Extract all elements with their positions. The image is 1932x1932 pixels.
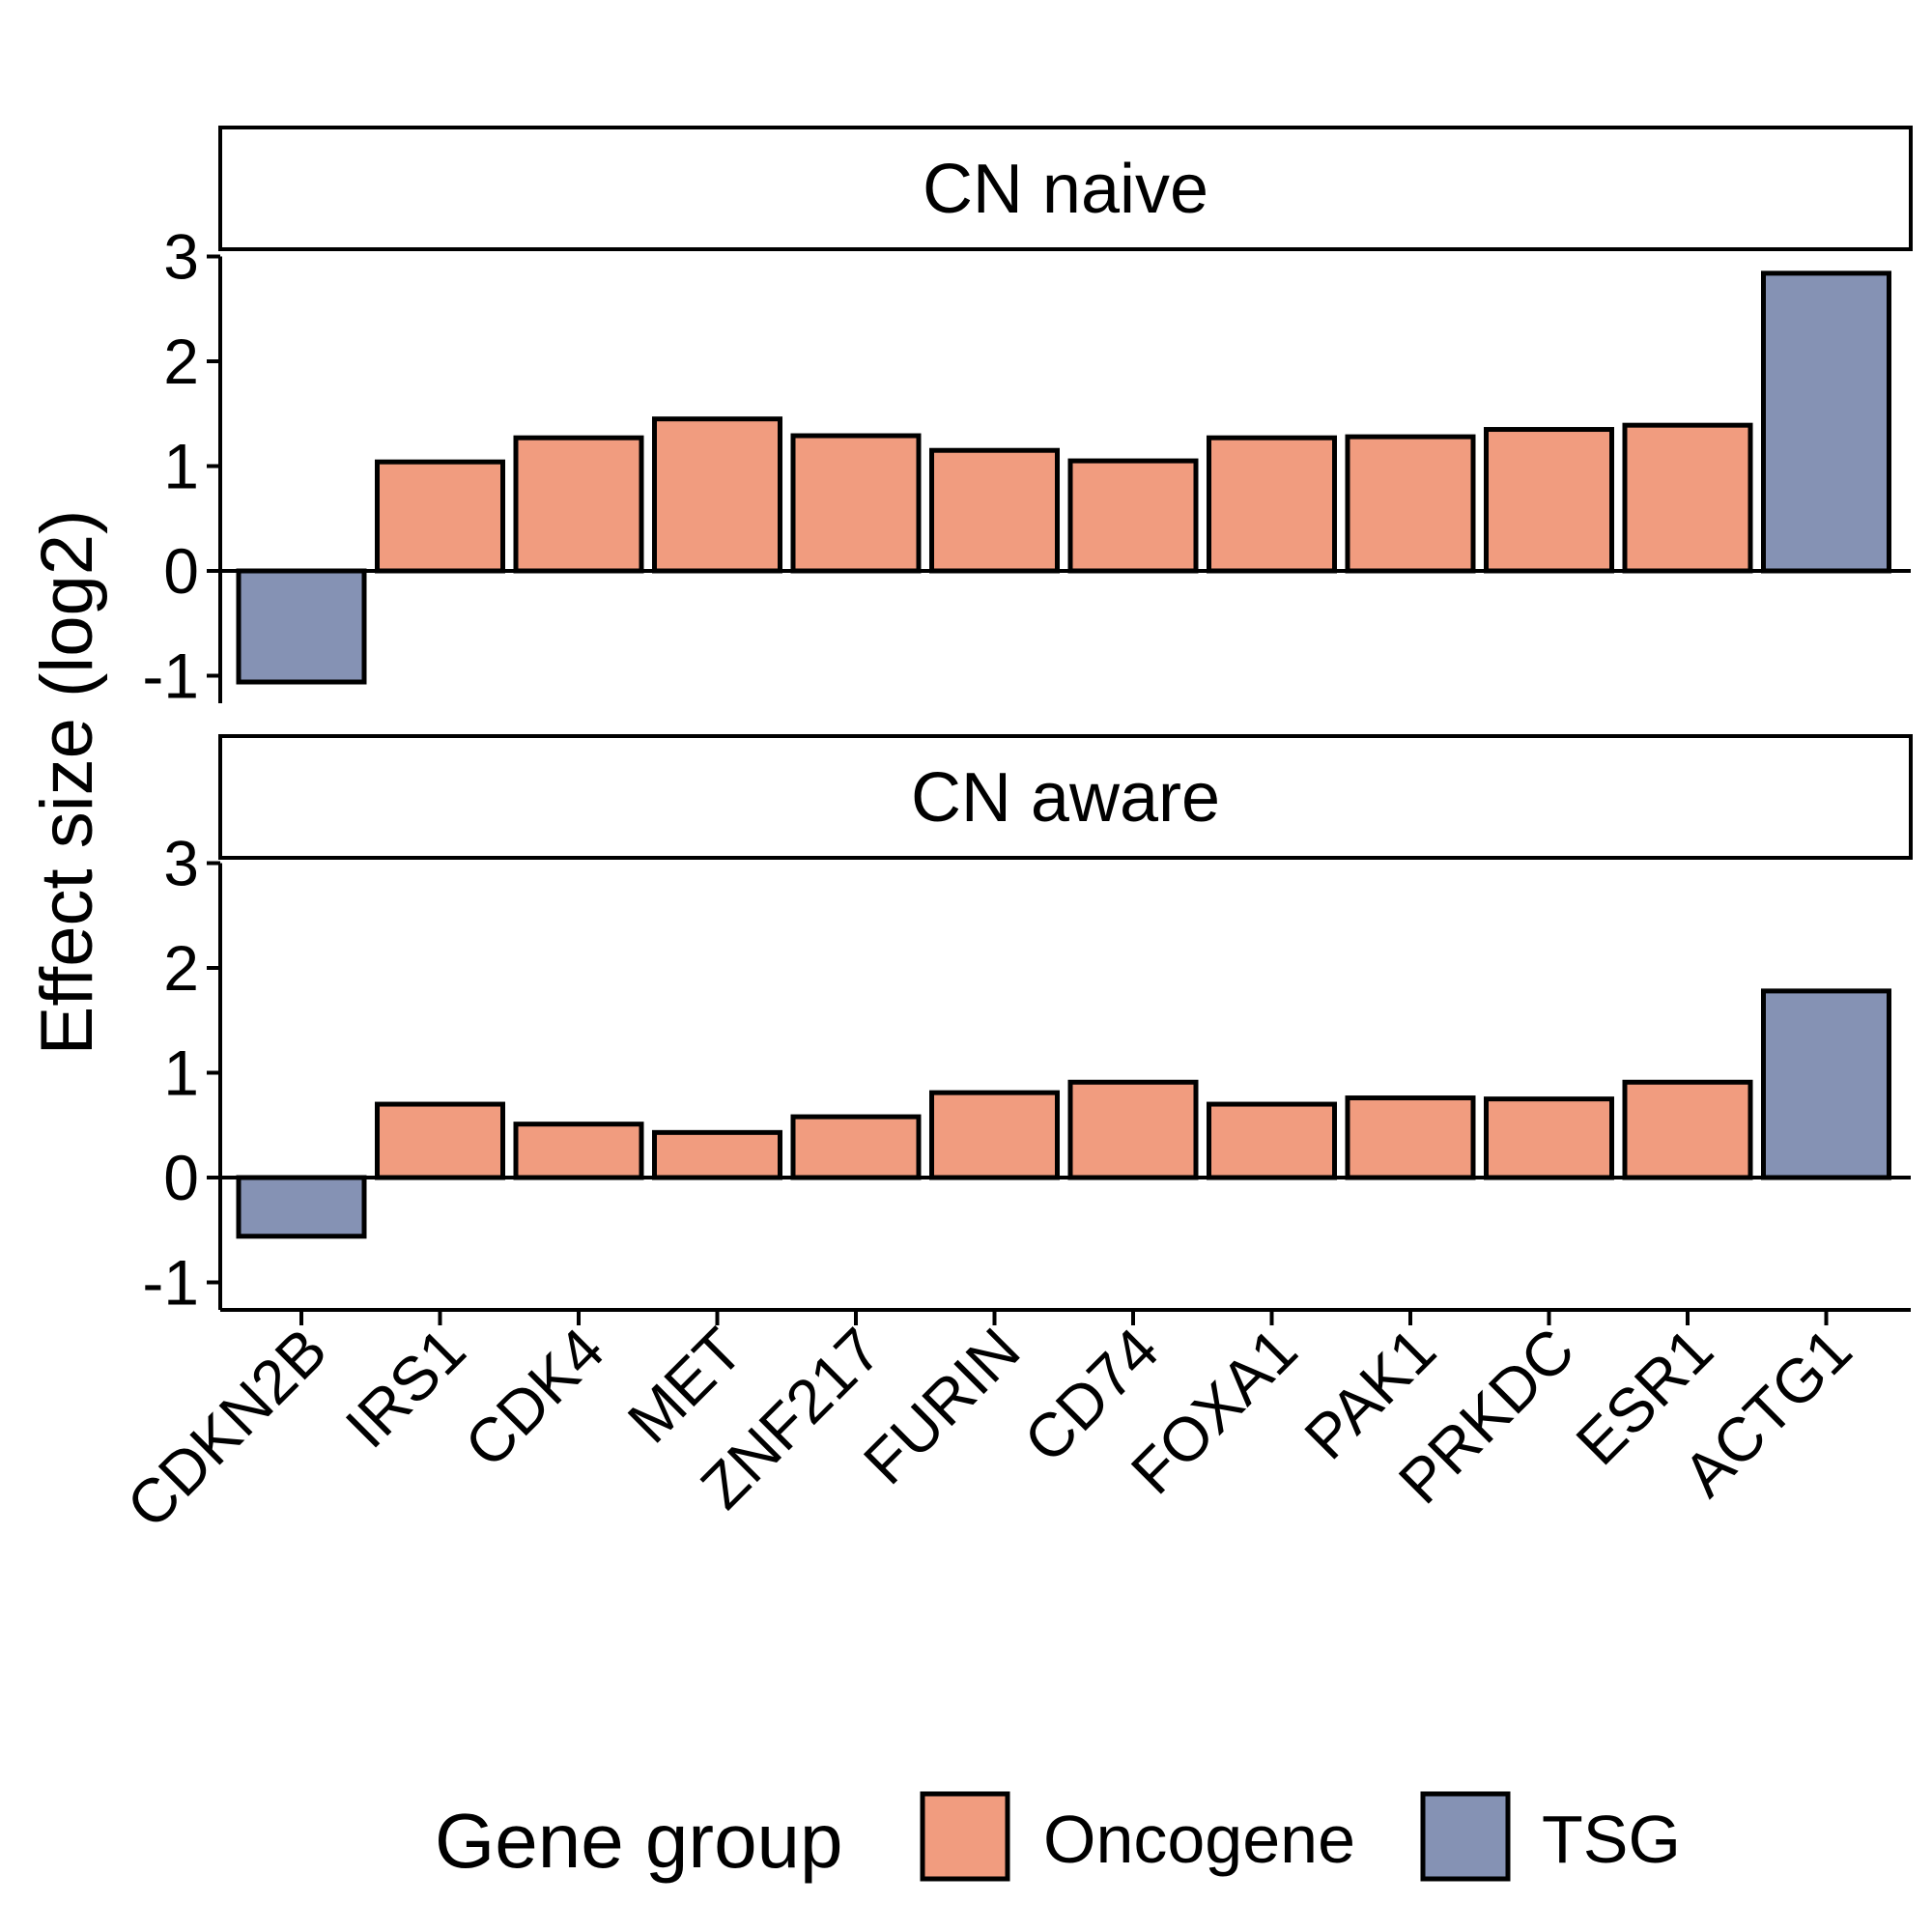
y-tick-label: 1 [163, 431, 199, 502]
y-tick-label: -1 [142, 640, 199, 712]
x-axis: CDKN2BIRS1CDK4METZNF217FURINCD74FOXA1PAK… [113, 1308, 1911, 1541]
panel-strip [218, 126, 1913, 251]
bar-esr1 [1622, 422, 1753, 574]
bar-cdk4 [513, 435, 644, 574]
legend-key-tsg [1420, 1791, 1511, 1882]
bar-met [652, 1129, 782, 1180]
bar-znf217 [790, 1114, 922, 1180]
y-tick-label: 1 [163, 1037, 199, 1109]
panels: CN naive -1 0 1 2 3 CN aware -1 0 1 2 3 [142, 126, 1913, 1319]
panel-cn-naive: CN naive -1 0 1 2 3 [142, 126, 1913, 712]
panel-cn-aware: CN aware -1 0 1 2 3 [142, 734, 1913, 1319]
bar-pak1 [1345, 434, 1476, 574]
bar-irs1 [375, 1101, 505, 1180]
y-tick-label: 3 [163, 828, 199, 899]
bar-furin [929, 447, 1060, 574]
x-tick-label-cdkn2b: CDKN2B [113, 1315, 339, 1541]
bar-met [652, 416, 782, 574]
x-tick-label-furin: FURIN [850, 1315, 1033, 1497]
panel-strip [218, 734, 1913, 860]
x-tick-label-cdk4: CDK4 [451, 1315, 617, 1481]
bar-cdkn2b [236, 1175, 367, 1239]
bar-esr1 [1622, 1079, 1753, 1180]
panel-strip-label: CN aware [911, 759, 1220, 837]
bar-cdkn2b [236, 568, 367, 685]
legend-label-oncogene: Oncogene [1043, 1802, 1355, 1877]
y-tick-label: -1 [142, 1247, 199, 1319]
legend-label-tsg: TSG [1542, 1802, 1681, 1877]
legend: Gene group Oncogene TSG [435, 1791, 1681, 1884]
y-tick-label: 0 [163, 1142, 199, 1213]
legend-title: Gene group [435, 1798, 843, 1884]
legend-key-oncogene [920, 1791, 1010, 1882]
y-tick-label: 2 [163, 326, 199, 397]
bar-cd74 [1067, 458, 1199, 574]
bar-prkdc [1484, 1096, 1614, 1180]
bar-irs1 [375, 459, 505, 574]
y-tick-label: 0 [163, 535, 199, 607]
bar-cd74 [1067, 1079, 1199, 1180]
bar-foxa1 [1207, 435, 1337, 574]
bar-prkdc [1484, 427, 1614, 574]
bar-pak1 [1345, 1095, 1476, 1180]
bar-znf217 [790, 433, 922, 574]
y-tick-label: 2 [163, 932, 199, 1004]
y-tick-label: 3 [163, 221, 199, 293]
bar-foxa1 [1207, 1101, 1337, 1180]
y-axis-title: Effect size (log2) [26, 510, 108, 1056]
bar-cdk4 [513, 1122, 644, 1180]
panel-strip-label: CN naive [923, 151, 1208, 228]
bar-actg1 [1761, 270, 1891, 574]
bar-furin [929, 1090, 1060, 1180]
x-tick-label-irs1: IRS1 [332, 1315, 479, 1462]
bar-actg1 [1761, 988, 1891, 1180]
